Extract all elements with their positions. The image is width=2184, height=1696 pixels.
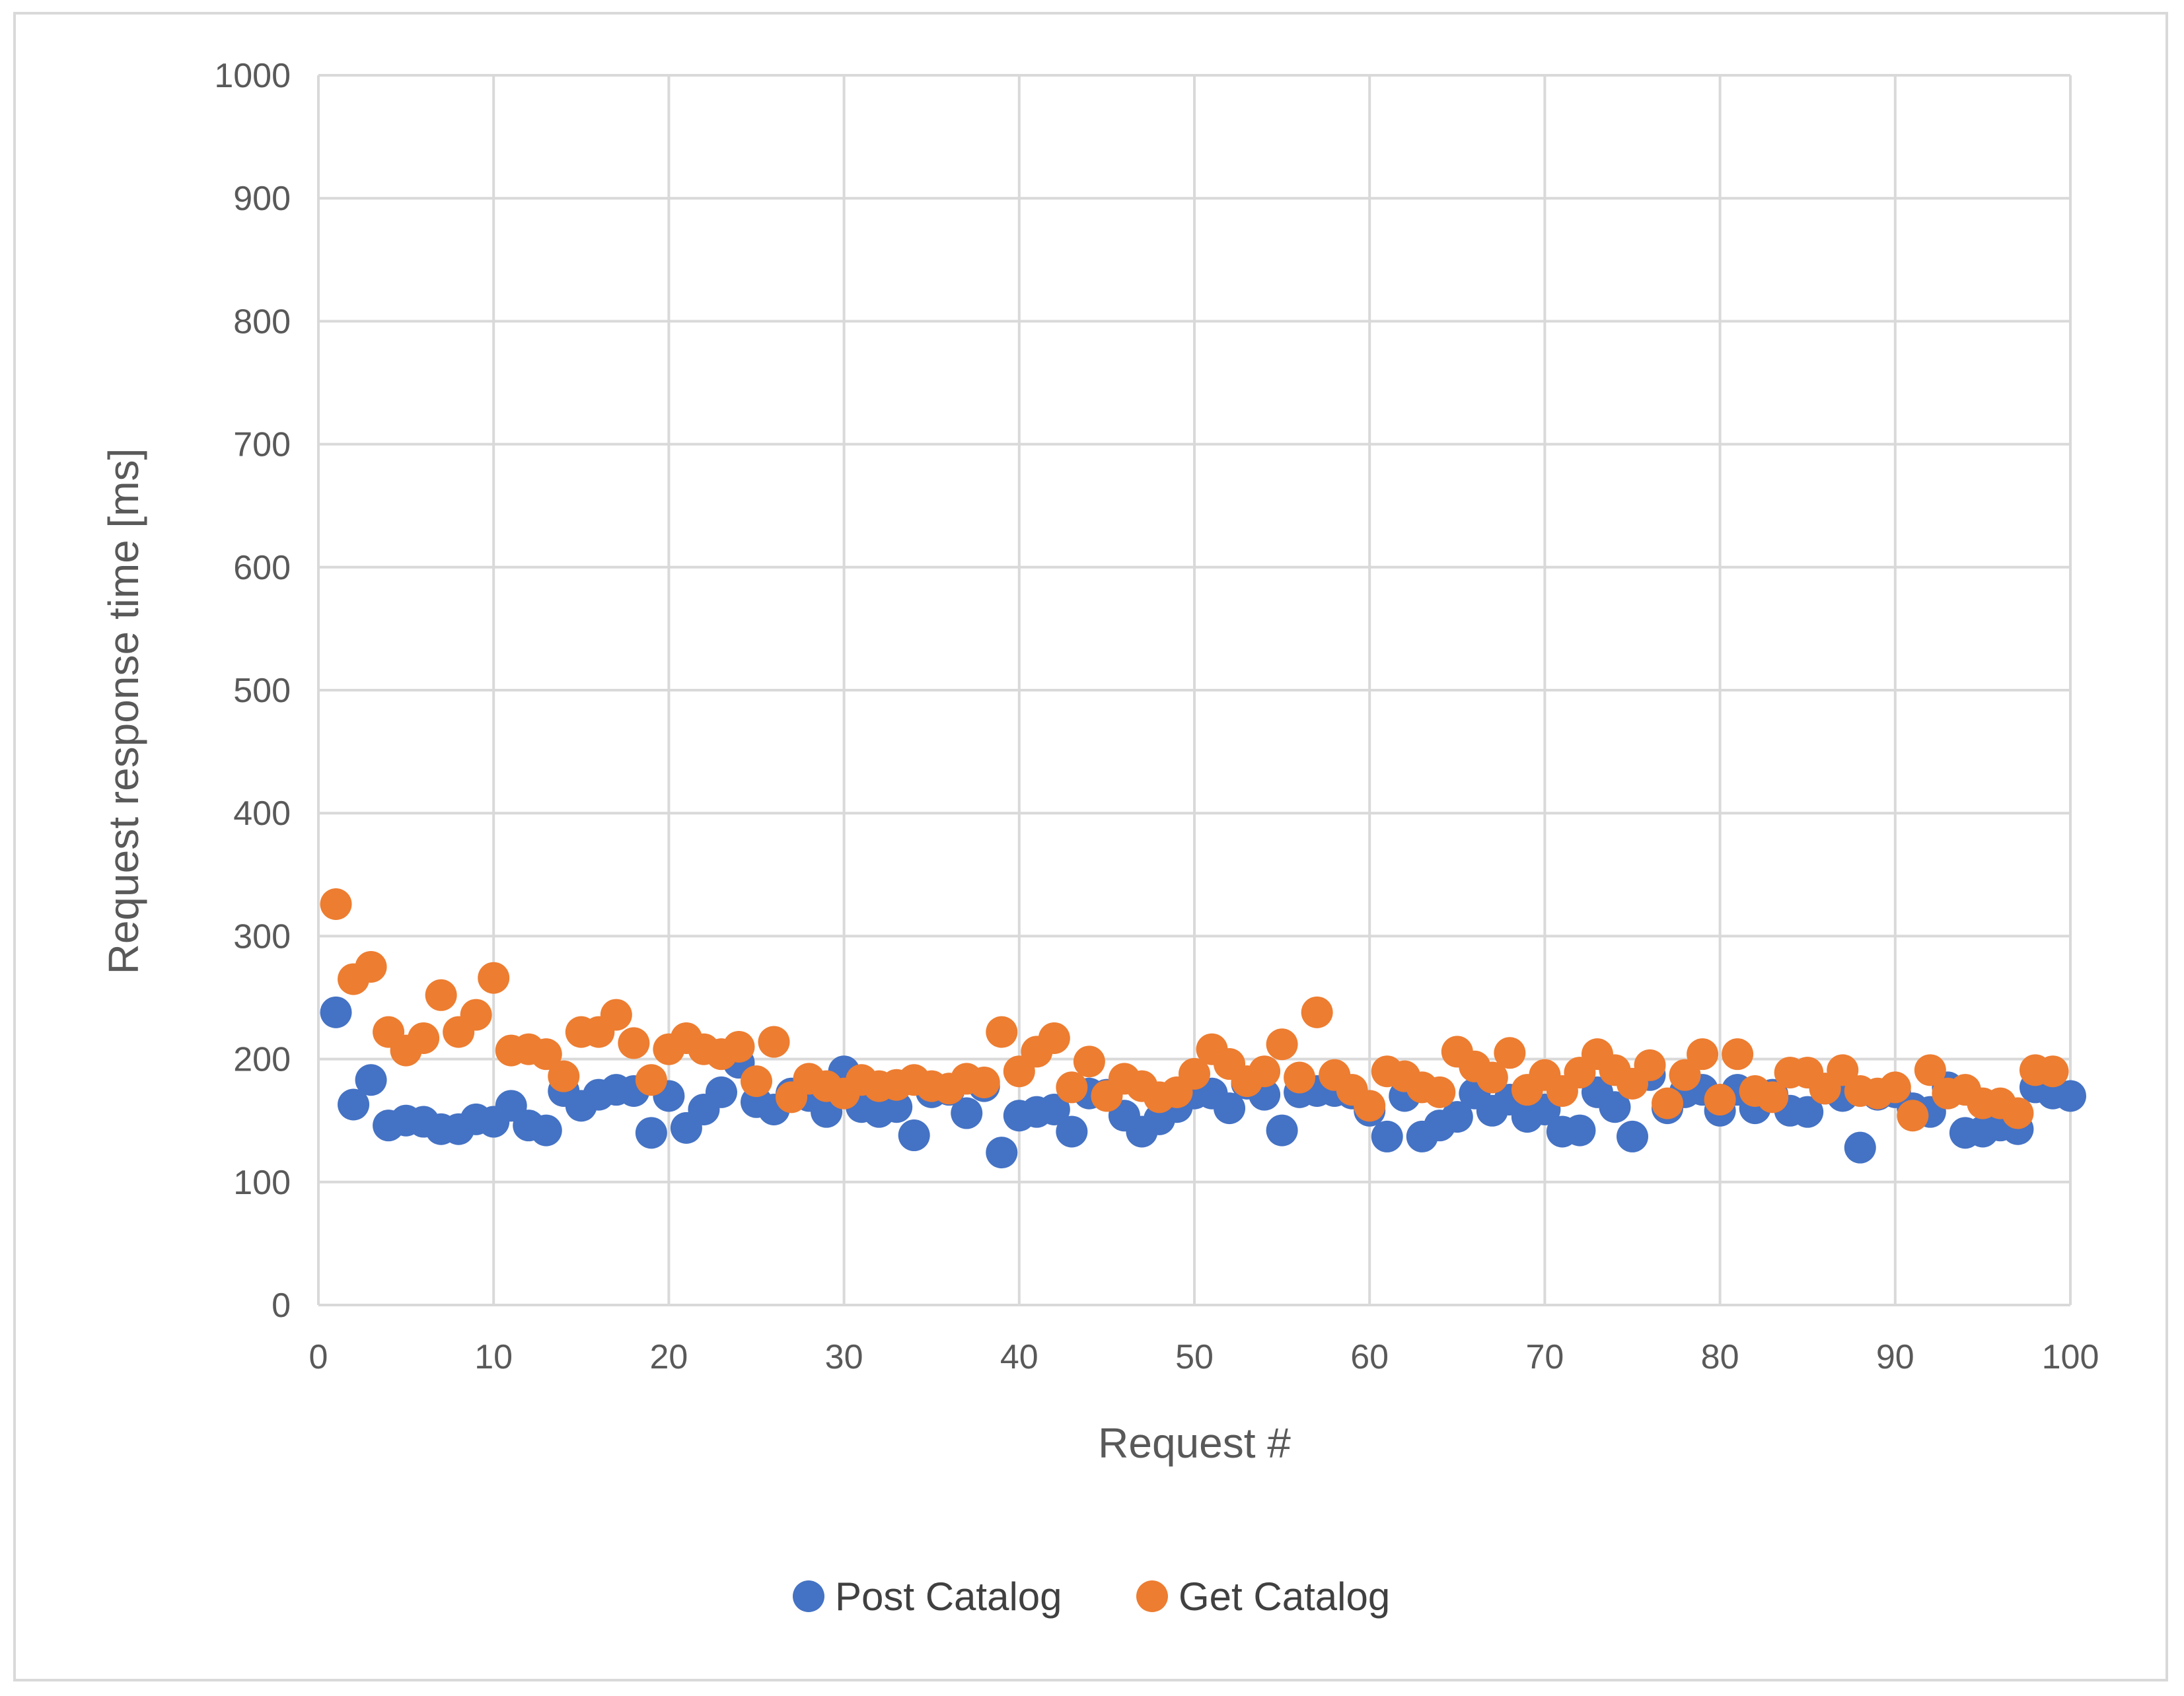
get-catalog-point	[1897, 1100, 1929, 1132]
y-tick-label: 1000	[214, 57, 291, 95]
get-catalog-point	[758, 1026, 790, 1058]
post-catalog-point	[338, 1088, 370, 1121]
y-tick-label: 700	[233, 426, 291, 464]
get-catalog-point	[1476, 1061, 1508, 1094]
x-tick-label: 80	[1701, 1338, 1739, 1376]
get-catalog-point	[1687, 1038, 1719, 1071]
post-catalog-point	[1599, 1091, 1631, 1123]
get-catalog-point	[2002, 1097, 2034, 1129]
get-catalog-point	[1056, 1071, 1088, 1104]
get-catalog-point	[1266, 1028, 1298, 1061]
post-catalog-point	[881, 1091, 913, 1123]
x-tick-label: 0	[309, 1338, 328, 1376]
get-catalog-point	[1914, 1054, 1946, 1086]
get-catalog-point	[968, 1066, 1000, 1098]
get-catalog-point	[741, 1065, 772, 1098]
x-tick-label: 60	[1350, 1338, 1389, 1376]
x-tick-label: 10	[474, 1338, 513, 1376]
y-tick-label: 500	[233, 672, 291, 710]
get-catalog-point	[1827, 1054, 1859, 1086]
get-catalog-point	[355, 950, 387, 983]
legend-label-post-catalog: Post Catalog	[835, 1574, 1062, 1619]
legend-marker-post-catalog	[793, 1580, 824, 1612]
data-points	[320, 888, 2086, 1169]
x-axis-title: Request #	[1098, 1419, 1291, 1467]
post-catalog-point	[951, 1097, 983, 1129]
get-catalog-point	[1249, 1055, 1281, 1088]
y-tick-label: 0	[272, 1287, 291, 1325]
get-catalog-point	[1494, 1037, 1526, 1069]
y-tick-label: 600	[233, 549, 291, 587]
get-catalog-point	[2037, 1055, 2069, 1088]
get-catalog-point	[1424, 1076, 1456, 1108]
get-catalog-point	[478, 962, 510, 994]
legend-marker-get-catalog	[1136, 1580, 1168, 1612]
get-catalog-point	[530, 1038, 562, 1071]
get-catalog-point	[1669, 1059, 1701, 1091]
x-tick-label: 20	[649, 1338, 688, 1376]
get-catalog-point	[460, 999, 492, 1031]
post-catalog-point	[635, 1117, 667, 1149]
get-catalog-point	[1722, 1038, 1754, 1071]
y-axis-title: Request response time [ms]	[100, 448, 147, 975]
get-catalog-point	[635, 1064, 667, 1096]
x-tick-label: 90	[1876, 1338, 1914, 1376]
get-catalog-point	[1179, 1057, 1210, 1090]
get-catalog-point	[618, 1027, 650, 1059]
post-catalog-point	[2055, 1080, 2086, 1112]
get-catalog-point	[1879, 1071, 1911, 1104]
legend: Post Catalog Get Catalog	[793, 1574, 1390, 1619]
legend-label-get-catalog: Get Catalog	[1179, 1574, 1390, 1619]
get-catalog-point	[1704, 1084, 1736, 1116]
scatter-chart: 0 100 200 300 400 500 600 700 800 900 1000 0 10 20 30…	[100, 57, 2099, 1619]
get-catalog-point	[425, 979, 457, 1011]
y-tick-label: 900	[233, 180, 291, 218]
get-catalog-point	[1038, 1022, 1070, 1054]
x-tick-labels: 0 10 20 30 40 50 60 70 80 90 100	[309, 1338, 2099, 1376]
post-catalog-point	[530, 1114, 562, 1147]
x-tick-label: 50	[1175, 1338, 1214, 1376]
x-tick-label: 40	[1000, 1338, 1038, 1376]
post-catalog-point	[1617, 1120, 1648, 1152]
post-catalog-point	[1792, 1096, 1824, 1128]
post-catalog-point	[1441, 1101, 1473, 1133]
get-catalog-point	[408, 1022, 440, 1054]
y-tick-label: 300	[233, 917, 291, 956]
post-catalog-point	[1844, 1131, 1876, 1164]
post-catalog-point	[986, 1137, 1018, 1169]
get-catalog-point	[986, 1016, 1018, 1048]
get-catalog-point	[1301, 996, 1333, 1028]
x-tick-label: 100	[2042, 1338, 2099, 1376]
get-catalog-point	[1757, 1081, 1789, 1113]
get-catalog-point	[548, 1060, 580, 1092]
post-catalog-point	[355, 1064, 387, 1096]
post-catalog-point	[320, 996, 352, 1028]
y-tick-label: 100	[233, 1164, 291, 1202]
post-catalog-point	[1371, 1120, 1403, 1152]
chart-frame: 0 100 200 300 400 500 600 700 800 900 1000 0 10 20 30…	[13, 12, 2168, 1681]
x-tick-label: 30	[825, 1338, 863, 1376]
y-tick-label: 800	[233, 302, 291, 341]
post-catalog-point	[1266, 1114, 1298, 1147]
post-catalog-point	[1056, 1115, 1088, 1148]
get-catalog-point	[1634, 1049, 1666, 1081]
x-tick-label: 70	[1525, 1338, 1564, 1376]
post-catalog-point	[1564, 1114, 1596, 1147]
post-catalog-point	[1038, 1093, 1070, 1125]
y-tick-label: 400	[233, 795, 291, 833]
get-catalog-point	[1073, 1045, 1105, 1078]
get-catalog-point	[600, 999, 632, 1031]
y-tick-labels: 0 100 200 300 400 500 600 700 800 900 1000	[214, 57, 291, 1325]
get-catalog-point	[1652, 1087, 1684, 1119]
post-catalog-point	[705, 1076, 737, 1108]
post-catalog-point	[898, 1119, 930, 1152]
get-catalog-point	[320, 888, 352, 920]
y-tick-label: 200	[233, 1041, 291, 1079]
get-catalog-point	[723, 1030, 755, 1063]
get-catalog-point	[1284, 1061, 1316, 1094]
get-catalog-point	[1354, 1090, 1386, 1122]
post-catalog-point	[1214, 1092, 1246, 1125]
